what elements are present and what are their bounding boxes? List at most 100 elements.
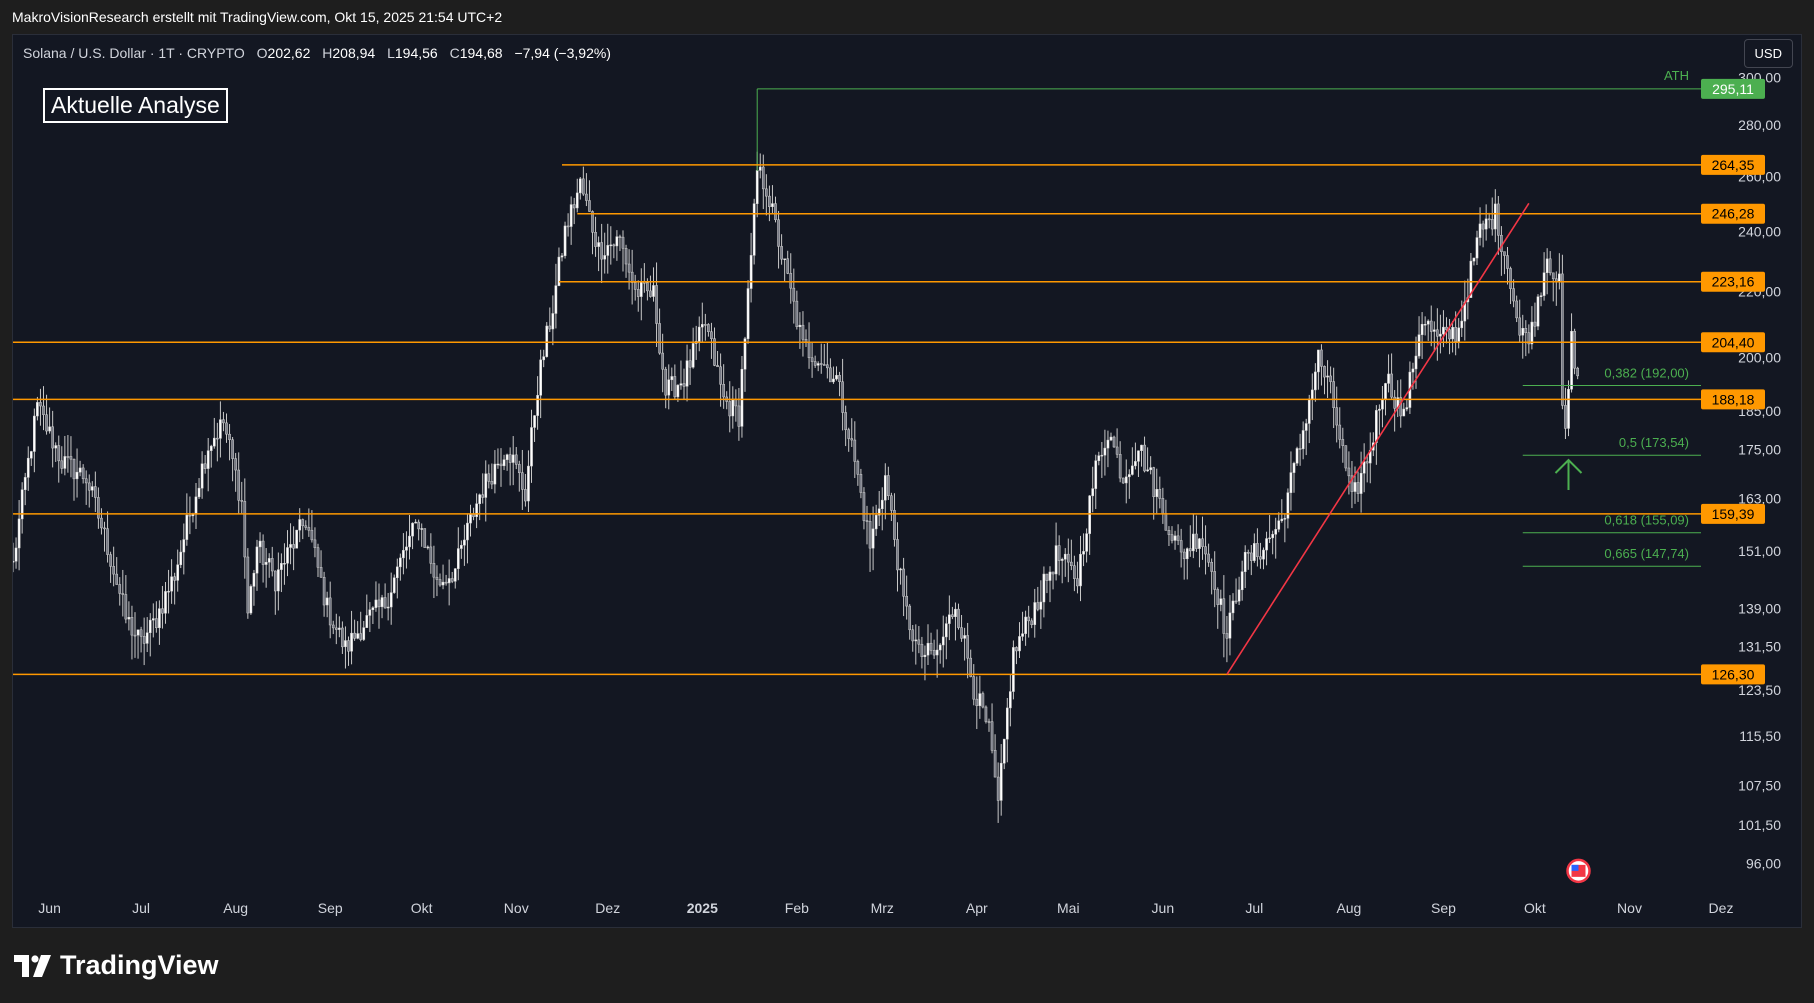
candle — [1045, 573, 1049, 581]
candle — [429, 546, 433, 564]
candle — [54, 445, 58, 449]
candle — [1188, 548, 1192, 552]
candle — [1060, 558, 1064, 561]
candle — [1082, 551, 1085, 555]
candle — [585, 193, 588, 201]
candle — [569, 204, 573, 227]
candle — [667, 379, 671, 396]
candle — [1295, 448, 1299, 464]
candle — [1131, 465, 1134, 475]
candle — [1002, 738, 1006, 764]
candle — [1219, 598, 1223, 605]
candle — [1292, 462, 1296, 473]
candle — [1015, 647, 1018, 652]
candle — [697, 326, 701, 342]
candle — [536, 395, 539, 416]
y-tick-label: 123,50 — [1738, 682, 1781, 698]
candle — [890, 495, 893, 511]
candle — [270, 558, 274, 572]
candle — [1506, 255, 1509, 269]
price-badge-label: 223,16 — [1712, 274, 1755, 290]
candle — [1481, 223, 1485, 230]
candle — [932, 650, 936, 656]
candle — [438, 579, 442, 586]
candle — [36, 402, 39, 417]
close-value: 194,68 — [459, 45, 503, 61]
candle — [103, 527, 106, 530]
candle — [874, 514, 878, 530]
x-tick-label: Aug — [1336, 900, 1361, 916]
candle — [822, 364, 826, 366]
candle — [200, 463, 204, 489]
candle — [155, 618, 158, 629]
candle — [533, 415, 536, 428]
candle — [1091, 488, 1095, 497]
candles-group — [13, 151, 1579, 823]
symbol-name: Solana / U.S. Dollar · 1T · CRYPTO — [23, 45, 245, 61]
candle — [859, 474, 863, 493]
candle — [597, 242, 600, 247]
price-badge — [1701, 332, 1765, 353]
candle — [450, 578, 454, 582]
candle — [978, 693, 982, 706]
candle — [780, 246, 783, 260]
candle — [517, 464, 521, 473]
candle — [1350, 475, 1354, 492]
candle — [987, 721, 991, 723]
candle — [1225, 633, 1229, 639]
candle — [1527, 332, 1531, 345]
x-tick-label: Jun — [38, 900, 61, 916]
candle — [877, 508, 881, 516]
candle — [746, 288, 750, 339]
candle — [560, 255, 564, 258]
candle — [23, 477, 27, 490]
open-label: O — [256, 45, 268, 61]
candle — [1469, 260, 1473, 298]
candle — [847, 429, 851, 439]
candle — [423, 528, 427, 548]
candle — [1054, 545, 1058, 575]
candle — [908, 605, 912, 631]
candle — [966, 635, 969, 659]
candle — [655, 285, 658, 324]
candle — [478, 494, 481, 504]
candle — [1030, 620, 1034, 625]
candle — [1387, 373, 1390, 384]
y-tick-label: 240,00 — [1738, 224, 1781, 240]
candle — [832, 378, 835, 383]
candle — [1231, 600, 1235, 614]
candle — [606, 245, 610, 256]
candle — [115, 573, 119, 585]
candle — [26, 457, 30, 478]
currency-button[interactable]: USD — [1743, 39, 1793, 68]
candle — [48, 426, 51, 432]
candle — [505, 454, 509, 460]
candle — [447, 578, 451, 584]
candle — [475, 503, 478, 517]
candle — [862, 492, 866, 521]
candle — [578, 178, 582, 194]
candle — [1521, 328, 1525, 336]
open-value: 202,62 — [267, 45, 311, 61]
candle — [1228, 612, 1232, 639]
candle — [289, 544, 292, 548]
candle — [194, 496, 198, 515]
candle — [905, 595, 908, 607]
candle — [203, 463, 207, 469]
candle — [1259, 556, 1262, 560]
candle — [13, 561, 15, 563]
candle — [1490, 219, 1494, 230]
candle — [206, 450, 210, 469]
price-chart[interactable]: Jun Jul Aug Sep Okt Nov Dez 2025 Feb Mrz Apr Mai Jun… — [13, 35, 1801, 927]
candle — [902, 568, 905, 597]
candle — [1182, 551, 1186, 560]
candle — [493, 463, 497, 485]
chart-frame[interactable]: Jun Jul Aug Sep Okt Nov Dez 2025 Feb Mrz Apr Mai Jun… — [12, 34, 1802, 928]
candle — [798, 324, 802, 327]
candle — [283, 563, 286, 565]
tradingview-logo[interactable]: TradingView — [14, 950, 219, 981]
low-label: L — [387, 45, 395, 61]
candle — [1432, 329, 1436, 332]
x-tick-label: Nov — [504, 900, 529, 916]
candle — [816, 363, 820, 366]
